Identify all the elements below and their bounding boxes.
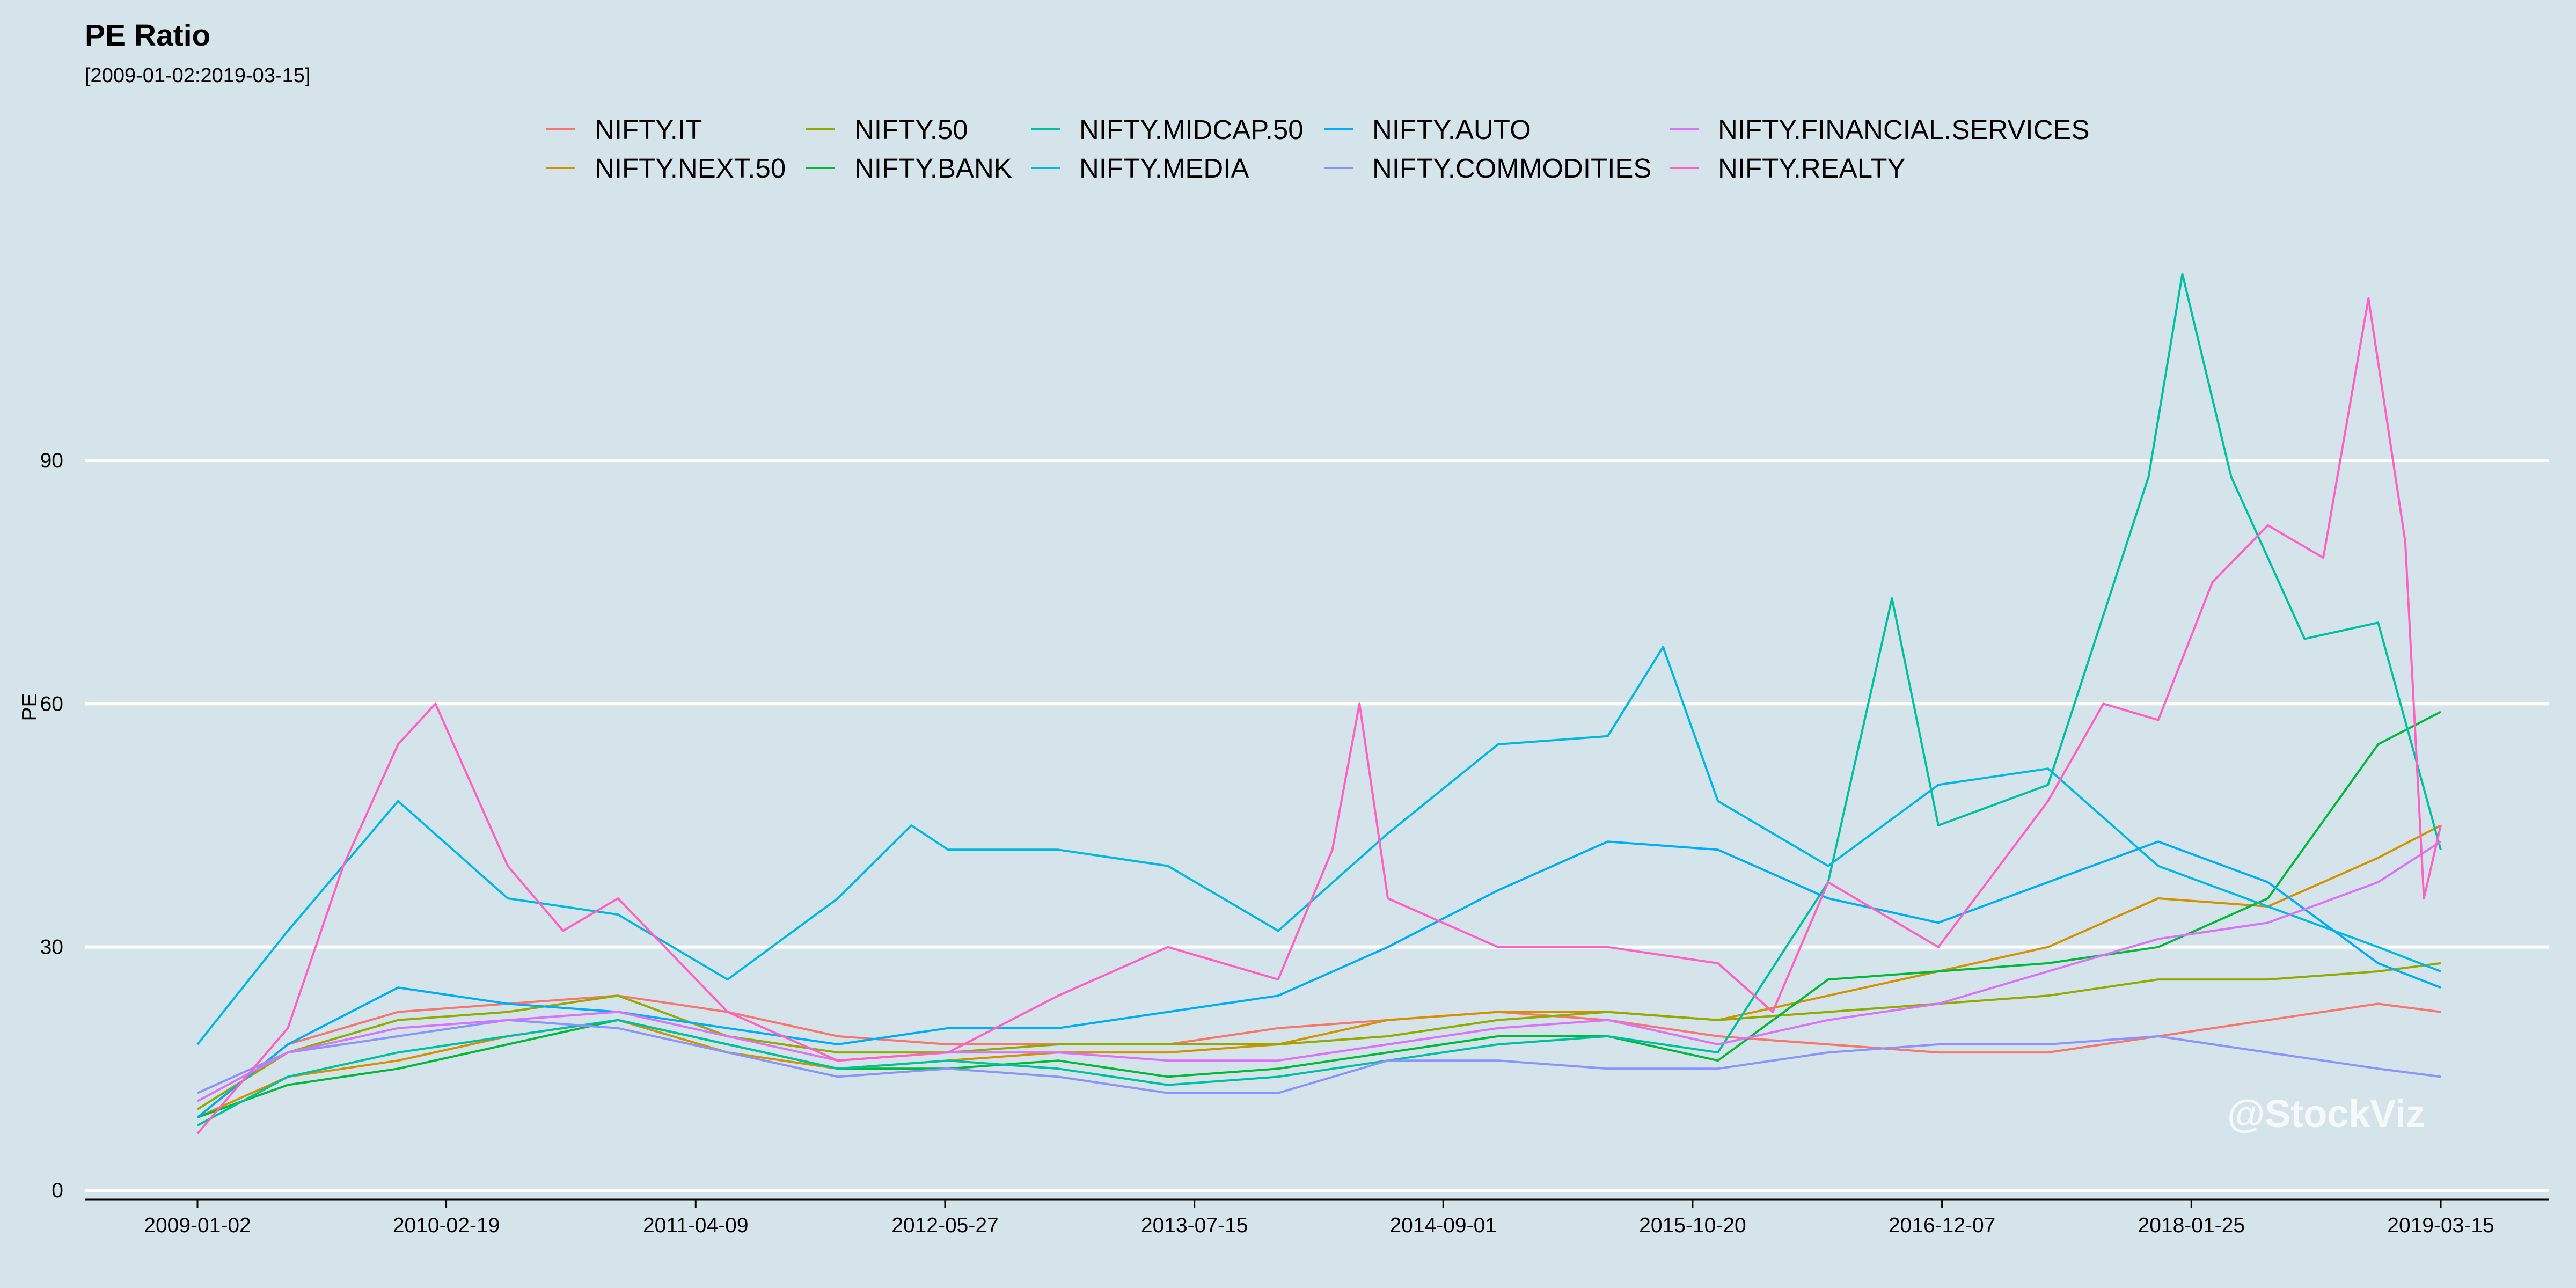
- legend-key: [1324, 167, 1353, 169]
- legend-key: [1670, 128, 1699, 130]
- legend-key: [806, 167, 835, 169]
- legend-item: NIFTY.IT: [546, 114, 806, 145]
- x-tick-label: 2016-12-07: [1889, 1214, 1996, 1237]
- legend-label: NIFTY.MIDCAP.50: [1079, 114, 1304, 145]
- chart-legend: NIFTY.IT NIFTY.50 NIFTY.MIDCAP.50 NIFTY.AUT…: [546, 114, 2089, 184]
- series-line-nifty-next-50: [197, 824, 2441, 1118]
- x-tick-label: 2018-01-25: [2138, 1214, 2245, 1237]
- legend-key: [546, 128, 575, 130]
- legend-label: NIFTY.AUTO: [1372, 114, 1531, 145]
- x-tick-label: 2012-05-27: [891, 1214, 999, 1237]
- legend-item: NIFTY.NEXT.50: [546, 152, 806, 184]
- legend-label: NIFTY.IT: [595, 114, 702, 145]
- legend-label: NIFTY.FINANCIAL.SERVICES: [1718, 114, 2090, 145]
- chart-title: PE Ratio: [85, 18, 211, 53]
- x-tick-label: 2014-09-01: [1389, 1214, 1497, 1237]
- legend-key: [1670, 167, 1699, 169]
- y-tick-label: 60: [40, 692, 63, 715]
- x-tick-label: 2015-10-20: [1639, 1214, 1746, 1237]
- series-line-nifty-it: [196, 994, 2441, 1118]
- legend-item: NIFTY.MEDIA: [1031, 152, 1324, 184]
- watermark: @StockViz: [2227, 1093, 2425, 1136]
- chart-subtitle: [2009-01-02:2019-03-15]: [85, 64, 311, 87]
- legend-label: NIFTY.50: [854, 114, 968, 145]
- x-tick-label: 2011-04-09: [643, 1214, 749, 1237]
- legend-label: NIFTY.REALTY: [1718, 152, 1906, 184]
- x-tick-label: 2009-01-02: [144, 1214, 251, 1237]
- legend-item: NIFTY.FINANCIAL.SERVICES: [1670, 114, 2089, 145]
- series-line-nifty-50: [196, 962, 2441, 1110]
- legend-key: [1031, 167, 1060, 169]
- legend-key: [546, 167, 575, 169]
- legend-item: NIFTY.50: [806, 114, 1031, 145]
- y-tick-label: 0: [52, 1179, 63, 1202]
- legend-item: NIFTY.BANK: [806, 152, 1031, 184]
- series-line-nifty-auto: [196, 840, 2441, 1118]
- legend-item: NIFTY.MIDCAP.50: [1031, 114, 1324, 145]
- series-line-nifty-financial-services: [197, 840, 2442, 1102]
- series-line-nifty-realty: [196, 297, 2442, 1135]
- series-line-nifty-midcap-50: [197, 273, 2442, 1126]
- legend-item: NIFTY.REALTY: [1670, 152, 2089, 184]
- series-line-nifty-commodities: [197, 1019, 2441, 1094]
- legend-label: NIFTY.COMMODITIES: [1372, 152, 1652, 184]
- series-line-nifty-media: [196, 646, 2441, 1045]
- legend-label: NIFTY.BANK: [854, 152, 1012, 184]
- legend-item: NIFTY.COMMODITIES: [1324, 152, 1670, 184]
- legend-key: [1031, 128, 1060, 130]
- legend-label: NIFTY.MEDIA: [1079, 152, 1249, 184]
- series-line-nifty-bank: [197, 711, 2441, 1118]
- legend-label: NIFTY.NEXT.50: [595, 152, 786, 184]
- x-tick-label: 2013-07-15: [1141, 1214, 1248, 1237]
- y-axis-title: PE: [18, 693, 41, 721]
- legend-key: [1324, 128, 1353, 130]
- legend-key: [806, 128, 835, 130]
- x-tick-label: 2010-02-19: [393, 1214, 500, 1237]
- x-tick-label: 2019-03-15: [2387, 1214, 2494, 1237]
- legend-item: NIFTY.AUTO: [1324, 114, 1670, 145]
- y-tick-label: 90: [40, 449, 63, 472]
- y-tick-label: 30: [40, 936, 63, 959]
